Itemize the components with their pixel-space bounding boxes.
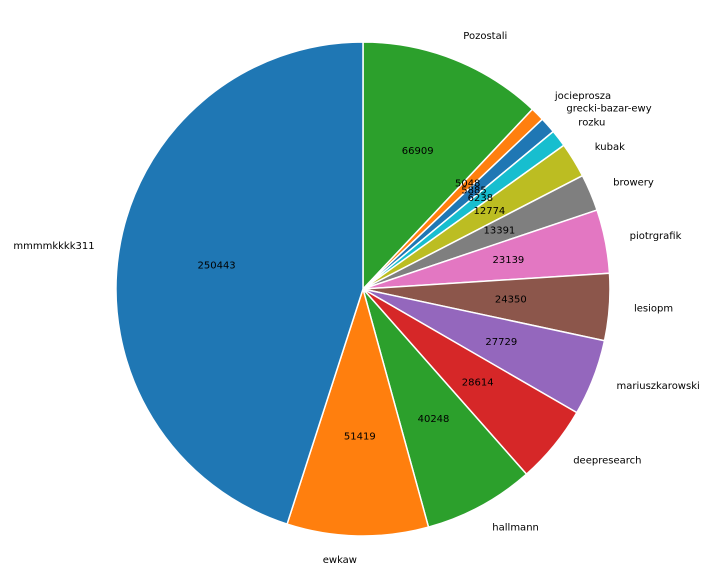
value-label-piotrgrafik: 23139 xyxy=(492,255,524,266)
category-label-piotrgrafik: piotrgrafik xyxy=(630,231,682,242)
value-label-mariuszkarowski: 27729 xyxy=(485,337,517,348)
category-label-mmmmkkkk311: mmmmkkkk311 xyxy=(13,241,94,252)
category-label-mariuszkarowski: mariuszkarowski xyxy=(617,381,700,392)
category-label-jocieprosza: jocieprosza xyxy=(554,91,611,102)
pie-slices xyxy=(115,41,611,537)
value-label-Pozostali: 66909 xyxy=(402,146,434,157)
category-label-Pozostali: Pozostali xyxy=(463,31,507,42)
value-label-ewkaw: 51419 xyxy=(344,432,376,443)
pie-slice-ewkaw xyxy=(286,288,430,537)
category-label-grecki-bazar-ewy: grecki-bazar-ewy xyxy=(566,103,651,114)
value-label-lesiopm: 24350 xyxy=(495,294,527,305)
category-label-rozku: rozku xyxy=(578,118,605,129)
value-label-kubak: 12774 xyxy=(473,206,505,217)
category-label-ewkaw: ewkaw xyxy=(323,555,357,566)
value-label-hallmann: 40248 xyxy=(418,414,450,425)
category-label-lesiopm: lesiopm xyxy=(634,304,673,315)
category-label-hallmann: hallmann xyxy=(492,523,539,534)
category-label-kubak: kubak xyxy=(595,142,625,153)
pie-slice-hallmann xyxy=(362,288,528,528)
pie-slice-Pozostali xyxy=(362,41,534,290)
value-label-mmmmkkkk311: 250443 xyxy=(198,260,236,271)
value-label-browery: 13391 xyxy=(483,226,515,237)
value-label-deepresearch: 28614 xyxy=(462,377,494,388)
pie-slice-mmmmkkkk311 xyxy=(115,41,364,525)
category-label-browery: browery xyxy=(613,177,654,188)
category-label-deepresearch: deepresearch xyxy=(573,456,641,467)
value-label-grecki-bazar-ewy: 5885 xyxy=(461,185,486,196)
value-label-jocieprosza: 5048 xyxy=(455,179,480,190)
value-label-rozku: 6238 xyxy=(468,193,493,204)
